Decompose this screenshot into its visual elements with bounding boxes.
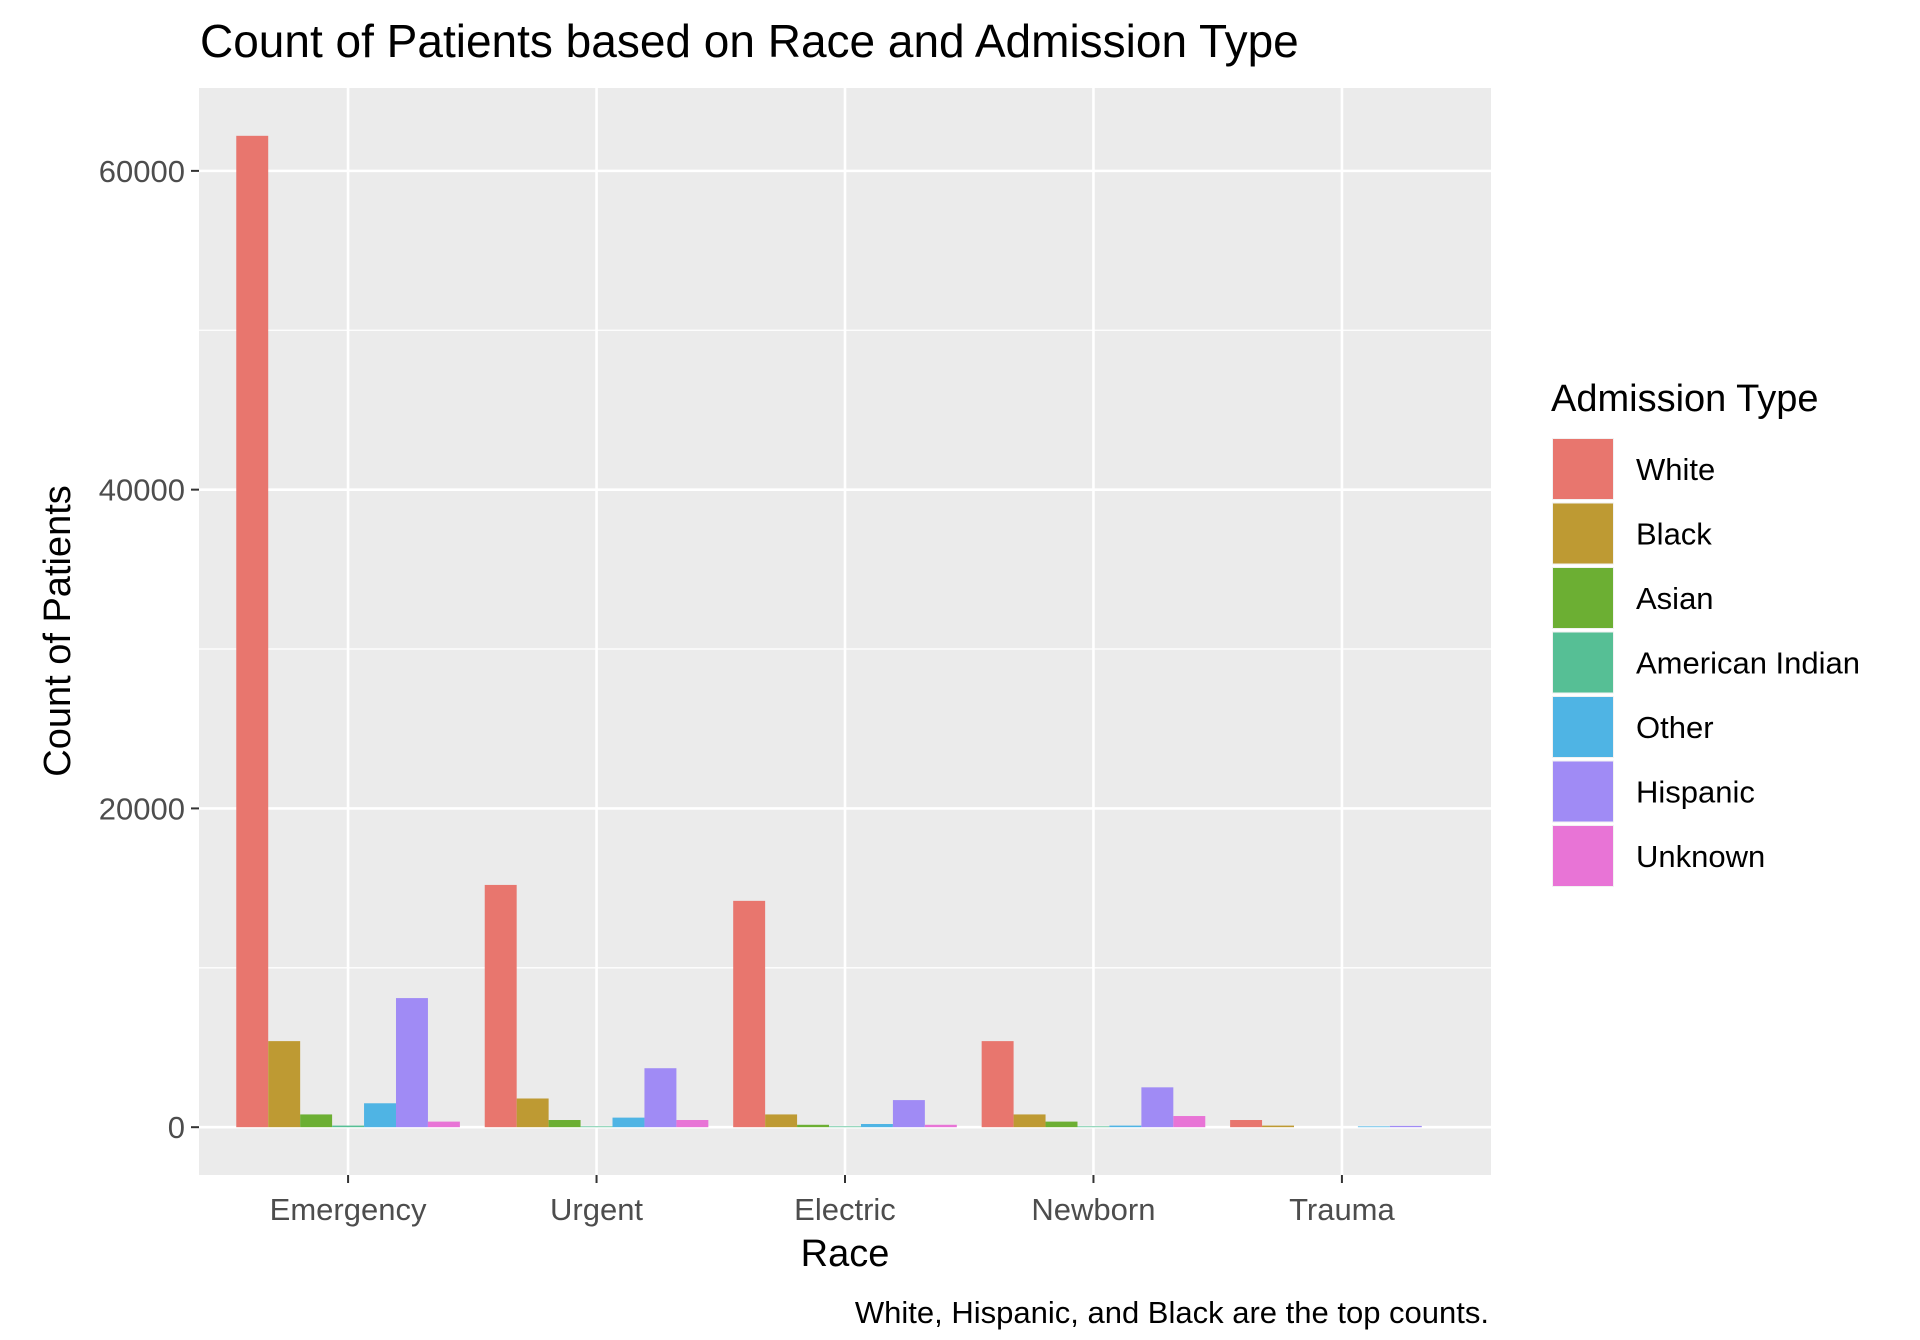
bar-black-newborn <box>1013 1114 1046 1128</box>
bar-other-urgent <box>612 1117 645 1128</box>
legend-swatch <box>1553 503 1613 564</box>
bar-white-newborn <box>981 1041 1014 1128</box>
bar-hispanic-trauma <box>1389 1125 1422 1128</box>
bar-hispanic-emergency <box>395 998 428 1128</box>
x-tick-label: Urgent <box>550 1192 643 1227</box>
legend-label: Hispanic <box>1636 775 1755 810</box>
bar-asian-urgent <box>548 1120 581 1128</box>
bar-black-trauma <box>1262 1125 1295 1128</box>
legend-swatch <box>1553 761 1613 822</box>
bar-hispanic-newborn <box>1141 1087 1174 1128</box>
bar-american-indian-electric <box>829 1126 861 1128</box>
bar-white-emergency <box>236 135 269 1128</box>
bar-other-electric <box>860 1123 893 1128</box>
bar-other-trauma <box>1357 1126 1390 1128</box>
legend: White Black Asian American Indian Other Hispa… <box>1552 438 1860 887</box>
legend-swatch <box>1553 826 1613 886</box>
x-tick-label: Emergency <box>270 1192 427 1227</box>
y-tick-label: 60000 <box>99 154 185 189</box>
y-axis: 0 20000 40000 60000 <box>99 154 199 1145</box>
legend-label: Asian <box>1636 581 1714 616</box>
bar-white-trauma <box>1230 1120 1263 1128</box>
legend-label: Unknown <box>1636 839 1765 874</box>
legend-label: American Indian <box>1636 646 1860 681</box>
bar-black-emergency <box>268 1041 301 1128</box>
legend-swatch <box>1553 439 1613 499</box>
bar-black-urgent <box>516 1098 549 1128</box>
bars <box>236 135 1422 1128</box>
y-tick-label: 20000 <box>99 791 185 826</box>
bar-asian-electric <box>797 1124 830 1128</box>
legend-label: White <box>1636 452 1715 487</box>
chart-title: Count of Patients based on Race and Admi… <box>200 15 1299 67</box>
legend-swatch <box>1553 632 1613 693</box>
bar-unknown-urgent <box>676 1120 709 1128</box>
bar-hispanic-urgent <box>644 1068 677 1128</box>
legend-label: Other <box>1636 710 1714 745</box>
chart-caption: White, Hispanic, and Black are the top c… <box>855 1295 1489 1330</box>
bar-white-urgent <box>484 884 517 1128</box>
bar-asian-emergency <box>300 1114 333 1128</box>
bar-unknown-electric <box>924 1124 957 1128</box>
bar-unknown-newborn <box>1173 1116 1206 1128</box>
bar-white-electric <box>733 900 766 1128</box>
y-axis-title: Count of Patients <box>37 485 79 777</box>
bar-american-indian-newborn <box>1077 1126 1110 1128</box>
x-axis: Emergency Urgent Electric Newborn Trauma <box>270 1175 1396 1227</box>
bar-hispanic-electric <box>892 1100 925 1128</box>
x-axis-title: Race <box>801 1233 890 1275</box>
bar-unknown-emergency <box>427 1121 460 1128</box>
legend-title: Admission Type <box>1551 378 1819 420</box>
bar-american-indian-urgent <box>580 1126 613 1128</box>
bar-asian-newborn <box>1045 1121 1078 1128</box>
bar-other-emergency <box>364 1103 396 1128</box>
legend-label: Black <box>1636 517 1712 552</box>
bar-other-newborn <box>1109 1125 1142 1128</box>
x-tick-label: Electric <box>794 1192 896 1227</box>
legend-swatch <box>1553 568 1613 628</box>
bar-black-electric <box>765 1114 798 1128</box>
x-tick-label: Newborn <box>1031 1192 1155 1227</box>
x-tick-label: Trauma <box>1289 1192 1395 1227</box>
y-tick-label: 0 <box>168 1110 185 1145</box>
legend-swatch <box>1553 697 1613 757</box>
bar-american-indian-emergency <box>332 1125 365 1128</box>
y-tick-label: 40000 <box>99 473 185 508</box>
